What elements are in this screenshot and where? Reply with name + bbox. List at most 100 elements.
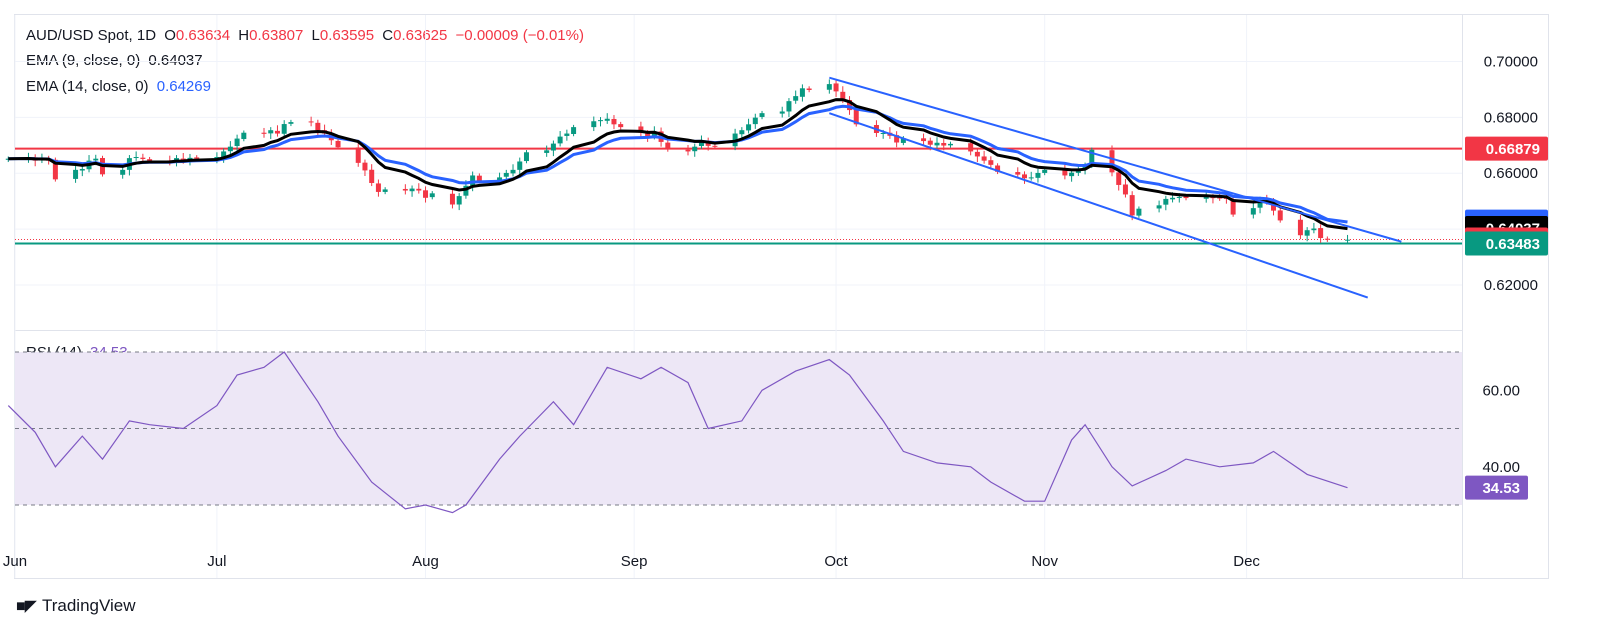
rsi-tick-label: 60.00: [1482, 382, 1520, 399]
candle-body: [793, 96, 799, 101]
candle-body: [968, 143, 974, 152]
candle-body: [799, 88, 805, 97]
time-tick-label: Nov: [1031, 553, 1058, 570]
candle-body: [779, 111, 785, 114]
candle-body: [550, 143, 556, 151]
candle-body: [335, 140, 341, 148]
candle-body: [375, 183, 381, 192]
candle-body: [894, 135, 900, 143]
candle-body: [826, 84, 832, 90]
candle-body: [1176, 196, 1182, 198]
candle-body: [638, 126, 644, 133]
candle-body: [544, 150, 550, 153]
candle-body: [147, 159, 153, 161]
candle-body: [981, 156, 987, 161]
candle-body: [1015, 172, 1021, 175]
tradingview-brand[interactable]: ■◤ TradingView: [16, 596, 136, 616]
candle-body: [598, 120, 604, 122]
candle-body: [618, 124, 624, 128]
change-value: −0.00009 (−0.01%): [455, 27, 584, 44]
candle-body: [1230, 199, 1236, 215]
time-tick-label: Sep: [621, 553, 648, 570]
candle-body: [692, 146, 698, 152]
ema9-line: [8, 98, 1348, 231]
candle-body: [120, 169, 126, 175]
candle-body: [1129, 195, 1135, 216]
candle-body: [497, 177, 503, 181]
rsi-badge: [1465, 475, 1528, 500]
candle-body: [739, 130, 745, 135]
candle-body: [510, 169, 516, 174]
candle-body: [174, 158, 180, 161]
candle-body: [449, 193, 455, 205]
candle-body: [52, 159, 58, 180]
candle-body: [140, 157, 146, 159]
candle-body: [274, 130, 280, 134]
candle-body: [786, 101, 792, 112]
candle-body: [927, 140, 933, 145]
high-value: 0.63807: [249, 27, 304, 44]
candle-body: [645, 133, 651, 137]
channel-upper-line: [829, 76, 1402, 243]
moving-averages: [8, 98, 1348, 231]
candle-body: [1203, 196, 1209, 199]
time-axis[interactable]: Jun Jul Aug Sep Oct Nov Dec: [3, 553, 1261, 570]
candle-body: [194, 157, 200, 159]
candle-body: [974, 151, 980, 157]
candle-body: [853, 109, 859, 125]
candle-body: [752, 117, 758, 125]
time-tick-label: Dec: [1233, 553, 1260, 570]
candle-body: [523, 152, 529, 162]
candle-body: [847, 100, 853, 111]
candle-body: [557, 136, 563, 144]
open-label: O: [164, 27, 176, 44]
price-axis[interactable]: 0.70000 0.68000 0.66000 0.62000 60.00 40.00 0.…: [1465, 53, 1548, 500]
candle-body: [1210, 197, 1216, 199]
candle-body: [133, 157, 139, 159]
candle-body: [288, 122, 294, 124]
candle-body: [995, 165, 1001, 172]
rsi-pane: [7, 351, 1462, 514]
candle-body: [1028, 177, 1034, 179]
candle-body: [1257, 199, 1263, 208]
descending-channel: [829, 76, 1402, 299]
candle-body: [1163, 198, 1169, 205]
candle-body: [1297, 219, 1303, 236]
candle-body: [503, 172, 509, 177]
candle-body: [409, 188, 415, 192]
price-badge-label: 0.63483: [1486, 236, 1540, 253]
candle-body: [1109, 150, 1115, 173]
candle-body: [564, 133, 570, 136]
ema9-value: 0.64037: [148, 52, 203, 69]
candle-body: [5, 158, 11, 160]
channel-lower-line: [829, 112, 1369, 299]
ema14-legend: EMA (14, close, 0) 0.64269: [26, 78, 215, 95]
candle-body: [840, 91, 846, 101]
candle-body: [934, 142, 940, 146]
time-tick-label: Aug: [412, 553, 439, 570]
candle-body: [429, 193, 435, 198]
candle-body: [1318, 228, 1324, 239]
price-tick-label: 0.70000: [1484, 53, 1538, 70]
price-tick-label: 0.62000: [1484, 277, 1538, 294]
rsi-tick-label: 40.00: [1482, 459, 1520, 476]
candle-body: [746, 124, 752, 131]
candle-body: [759, 113, 765, 117]
price-tick-label: 0.66000: [1484, 165, 1538, 182]
candle-body: [261, 132, 267, 134]
candle-body: [1311, 228, 1317, 231]
candle-body: [93, 158, 99, 161]
ema14-line: [8, 104, 1348, 224]
candle-body: [456, 196, 462, 205]
candle-body: [1089, 149, 1095, 166]
candle-body: [1062, 169, 1068, 176]
candle-body: [1122, 184, 1128, 195]
candle-body: [651, 131, 657, 137]
candle-body: [1035, 172, 1041, 178]
candle-body: [698, 141, 704, 147]
price-badge: [1465, 136, 1548, 161]
candle-body: [947, 143, 953, 146]
time-tick-label: Oct: [824, 553, 848, 570]
close-label: C: [382, 27, 394, 44]
